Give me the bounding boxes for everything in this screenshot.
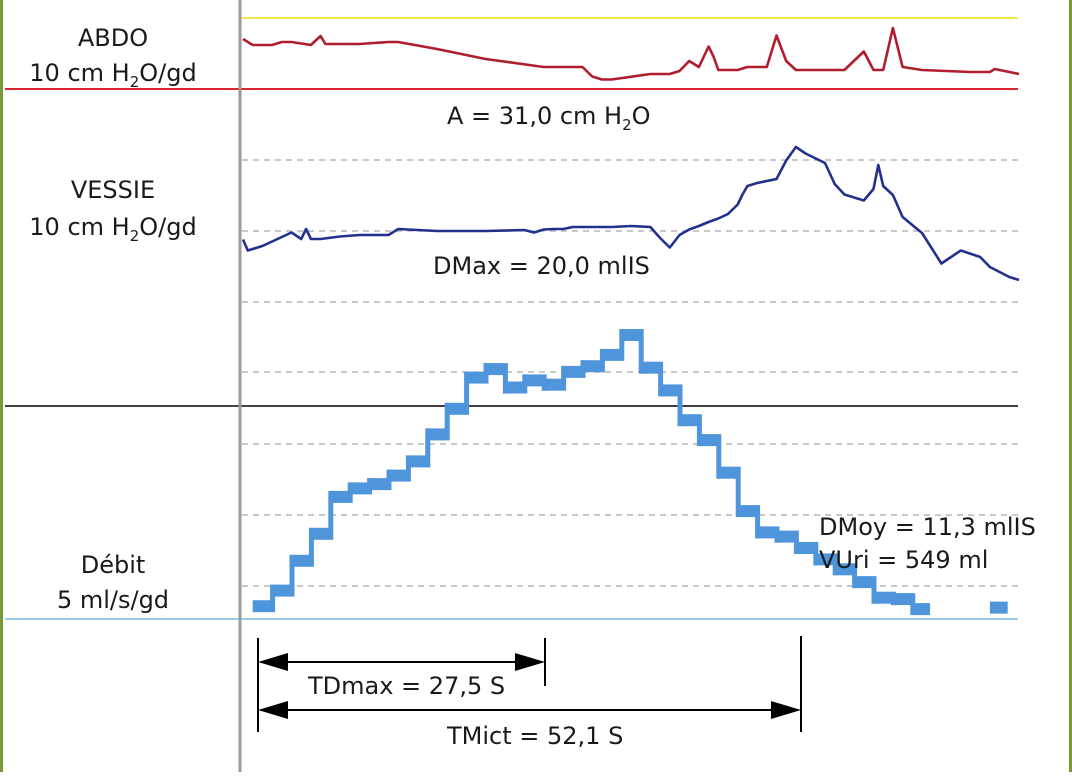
tmict-arrowhead-left bbox=[258, 701, 288, 719]
debit-point bbox=[873, 591, 892, 604]
debit-point bbox=[815, 553, 834, 566]
debit-point bbox=[272, 584, 290, 597]
debit-connector bbox=[890, 591, 896, 606]
debit-point bbox=[698, 434, 717, 447]
debit-connector bbox=[716, 434, 722, 479]
vessie-scale-label: 10 cm H2O/gd bbox=[29, 213, 196, 245]
tmict-bracket bbox=[266, 636, 802, 732]
debit-connector bbox=[444, 402, 450, 441]
tmict-arrowhead-right bbox=[771, 701, 801, 719]
debit-point bbox=[524, 374, 543, 387]
debit-connector bbox=[541, 374, 547, 391]
debit-connector bbox=[367, 478, 373, 495]
debit-point bbox=[718, 466, 737, 479]
vessie-label: VESSIE bbox=[71, 176, 155, 204]
debit-point bbox=[543, 378, 562, 391]
debit-point bbox=[776, 530, 795, 543]
debit-connector bbox=[599, 348, 605, 373]
debit-point bbox=[737, 505, 756, 518]
debit-connector bbox=[347, 482, 353, 503]
debit-connector bbox=[425, 428, 431, 468]
debit-point bbox=[504, 381, 523, 394]
debit-connector bbox=[638, 329, 644, 374]
tdmax-annotation: TDmax = 27,5 S bbox=[307, 672, 505, 700]
debit-point bbox=[446, 402, 465, 415]
debit-connector bbox=[735, 466, 741, 517]
debit-point bbox=[407, 455, 426, 468]
debit-point bbox=[330, 490, 349, 503]
debit-point bbox=[834, 563, 853, 576]
vuri-annotation: VUri = 549 ml bbox=[819, 546, 988, 574]
debit-point bbox=[989, 601, 1008, 614]
debit-point bbox=[621, 329, 640, 341]
debit-point bbox=[660, 384, 678, 397]
debit-connector bbox=[793, 530, 799, 554]
debit-connector bbox=[483, 363, 489, 384]
debit-connector bbox=[580, 360, 586, 378]
debit-point bbox=[757, 526, 775, 539]
debit-connector bbox=[696, 414, 702, 447]
debit-label: Débit bbox=[81, 551, 146, 579]
debit-connector bbox=[813, 542, 819, 566]
debit-point bbox=[349, 482, 368, 495]
debit-connector bbox=[910, 593, 916, 615]
debit-point bbox=[892, 593, 911, 606]
debit-point bbox=[427, 428, 446, 441]
debit-point bbox=[310, 527, 329, 540]
debit-connector bbox=[270, 584, 276, 613]
dmoy-annotation: DMoy = 11,3 mlIS bbox=[819, 513, 1036, 541]
debit-point bbox=[466, 371, 484, 384]
debit-point bbox=[252, 600, 271, 613]
tmict-annotation: TMict = 52,1 S bbox=[446, 722, 623, 750]
debit-connector bbox=[405, 455, 411, 482]
abdo-max-annotation: A = 31,0 cm H2O bbox=[447, 102, 651, 134]
debit-point bbox=[388, 469, 407, 482]
debit-point bbox=[679, 414, 698, 427]
vessie-series-line bbox=[241, 145, 1020, 282]
abdo-label: ABDO bbox=[78, 24, 148, 52]
debit-connector bbox=[308, 527, 314, 567]
dashed-gridlines bbox=[242, 159, 1018, 587]
debit-connector bbox=[774, 526, 780, 543]
debit-connector bbox=[386, 469, 392, 491]
debit-connector bbox=[289, 554, 295, 597]
debit-connector bbox=[502, 363, 508, 394]
debit-connector bbox=[328, 490, 334, 540]
debit-connector bbox=[677, 384, 683, 427]
debit-connector bbox=[852, 563, 858, 589]
debit-connector bbox=[464, 371, 470, 415]
debit-point bbox=[640, 361, 659, 374]
tdmax-arrowhead-left bbox=[258, 653, 288, 671]
debit-point bbox=[854, 576, 872, 589]
debit-point bbox=[601, 348, 620, 361]
abdo-scale-label: 10 cm H2O/gd bbox=[29, 59, 196, 91]
tdmax-arrowhead-right bbox=[515, 653, 545, 671]
debit-point bbox=[912, 603, 931, 616]
debit-connector bbox=[755, 505, 761, 539]
debit-point bbox=[563, 365, 581, 378]
debit-point bbox=[291, 554, 310, 567]
debit-point bbox=[369, 478, 387, 491]
debit-point bbox=[582, 360, 601, 373]
debit-series bbox=[252, 329, 1008, 616]
debit-connector bbox=[561, 365, 567, 391]
dmax-annotation: DMax = 20,0 mlIS bbox=[433, 252, 650, 280]
abdo-series-line bbox=[242, 26, 1020, 81]
debit-connector bbox=[522, 374, 528, 394]
debit-connector bbox=[871, 576, 877, 604]
debit-point bbox=[795, 542, 814, 554]
debit-point bbox=[485, 363, 504, 376]
debit-scale-label: 5 ml/s/gd bbox=[57, 586, 169, 614]
debit-connector bbox=[619, 329, 625, 361]
debit-connector bbox=[658, 361, 664, 397]
debit-connector bbox=[832, 553, 838, 576]
